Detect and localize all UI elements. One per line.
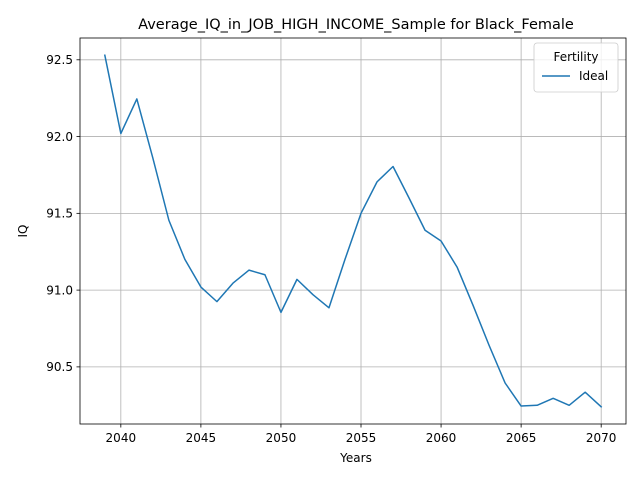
y-axis-ticks: 90.5 91.0 91.5 92.0 92.5 (46, 53, 80, 374)
gridlines (80, 38, 626, 424)
x-tick-label: 2065 (506, 431, 537, 445)
x-axis-label: Years (339, 451, 372, 465)
x-tick-label: 2070 (586, 431, 617, 445)
x-tick-label: 2050 (266, 431, 297, 445)
y-axis-label: IQ (16, 225, 30, 238)
x-tick-label: 2055 (346, 431, 377, 445)
chart-title: Average_IQ_in_JOB_HIGH_INCOME_Sample for… (138, 17, 574, 33)
series-line-ideal (103, 54, 603, 408)
legend-box (533, 42, 619, 93)
y-tick-label: 92.0 (46, 130, 73, 144)
x-tick-label: 2060 (426, 431, 457, 445)
x-tick-label: 2040 (106, 431, 137, 445)
legend-label-ideal: Ideal (579, 69, 608, 83)
y-tick-label: 91.0 (46, 283, 73, 297)
legend-title: Fertility (553, 50, 598, 64)
plot-frame (79, 37, 627, 425)
x-tick-label: 2045 (186, 431, 217, 445)
y-tick-label: 91.5 (46, 207, 73, 221)
x-axis-ticks: 2040 2045 2050 2055 2060 2065 2070 (106, 424, 617, 445)
y-tick-label: 92.5 (46, 53, 73, 67)
series-lines (103, 54, 603, 408)
legend: Fertility Ideal (533, 42, 619, 93)
y-tick-label: 90.5 (46, 360, 73, 374)
